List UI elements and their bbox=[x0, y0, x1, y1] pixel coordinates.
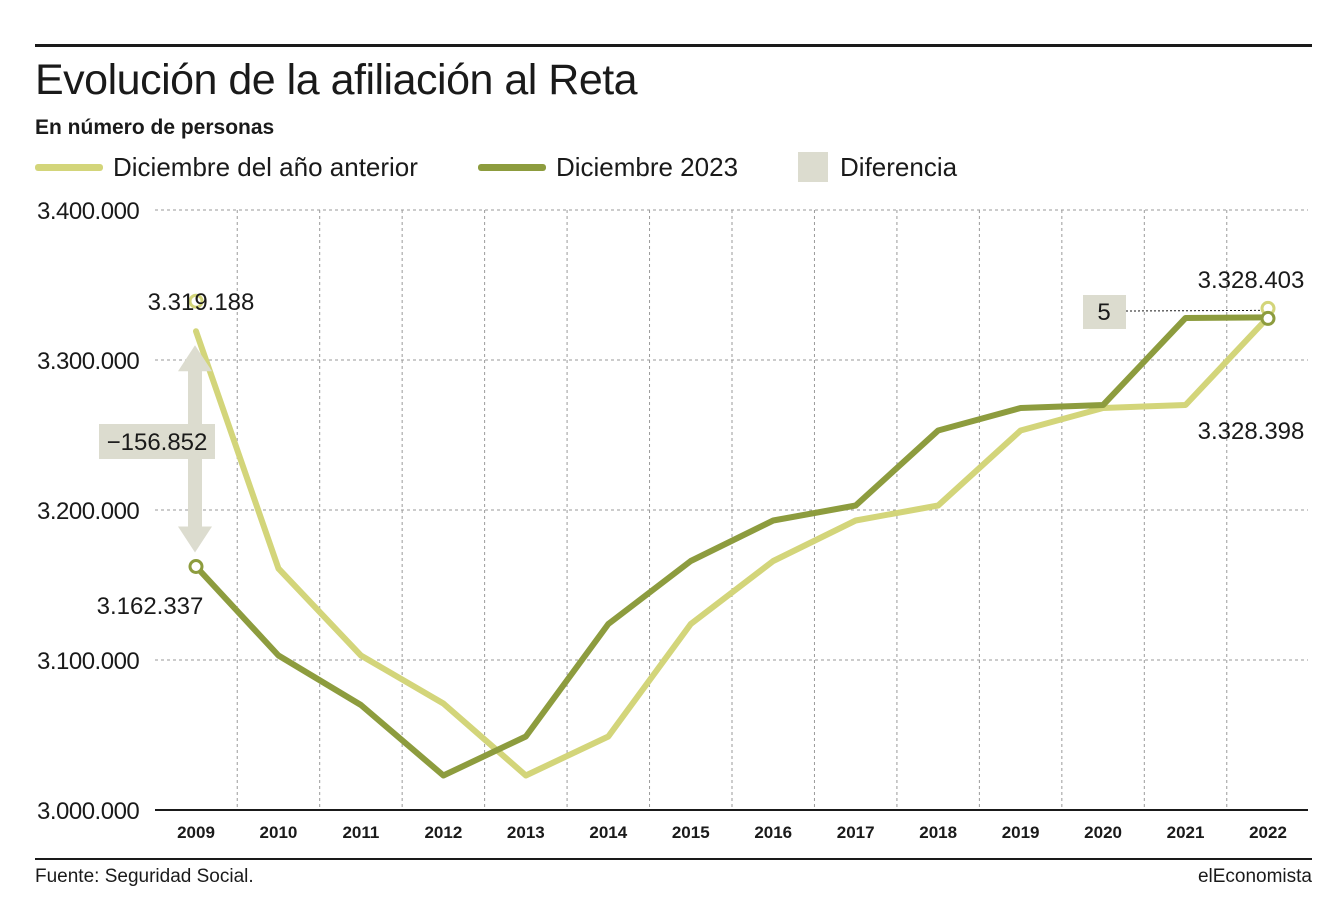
diff-label-end: 5 bbox=[1097, 299, 1110, 326]
diff-arrow-head-up bbox=[178, 345, 212, 372]
x-tick-label: 2010 bbox=[260, 823, 298, 842]
marker-start-current bbox=[188, 558, 204, 574]
x-tick-label: 2014 bbox=[589, 823, 627, 842]
chart-subtitle: En número de personas bbox=[35, 116, 275, 139]
legend-swatch-current bbox=[477, 163, 546, 171]
x-tick-label: 2020 bbox=[1084, 823, 1122, 842]
data-label-start-current: 3.162.337 bbox=[97, 593, 204, 620]
marker-start-prev bbox=[188, 293, 204, 309]
legend-swatch-diff bbox=[798, 152, 829, 182]
x-tick-label: 2018 bbox=[919, 823, 957, 842]
y-tick-label: 3.000.000 bbox=[37, 798, 139, 825]
y-tick-label: 3.300.000 bbox=[37, 348, 139, 375]
diff-leader-line bbox=[1125, 309, 1261, 312]
legend-label-diff: Diferencia bbox=[840, 151, 958, 182]
legend: Diciembre del año anterior Diciembre 202… bbox=[35, 150, 1017, 184]
series-line-current bbox=[193, 314, 1271, 779]
legend-item-prev: Diciembre del año anterior bbox=[35, 152, 418, 183]
x-tick-label: 2012 bbox=[424, 823, 462, 842]
x-tick-label: 2009 bbox=[177, 823, 215, 842]
x-tick-label: 2022 bbox=[1249, 823, 1287, 842]
bottom-rule bbox=[35, 858, 1312, 860]
x-tick-label: 2021 bbox=[1167, 823, 1205, 842]
x-tick-label: 2013 bbox=[507, 823, 545, 842]
data-label-end-prev: 3.328.403 bbox=[1198, 267, 1305, 294]
x-tick-label: 2017 bbox=[837, 823, 875, 842]
legend-label-prev: Diciembre del año anterior bbox=[113, 151, 418, 182]
x-tick-label: 2011 bbox=[342, 823, 379, 842]
legend-label-current: Diciembre 2023 bbox=[555, 151, 739, 182]
y-tick-label: 3.400.000 bbox=[37, 198, 139, 225]
legend-swatch-prev bbox=[35, 163, 103, 171]
x-tick-label: 2015 bbox=[672, 823, 710, 842]
data-label-end-current: 3.328.398 bbox=[1198, 418, 1305, 445]
y-tick-label: 3.200.000 bbox=[37, 498, 139, 525]
diff-label-box-start bbox=[99, 424, 215, 459]
diff-label-box-end bbox=[1083, 295, 1126, 329]
series-line-prev bbox=[193, 314, 1271, 779]
data-label-start-prev: 3.319.188 bbox=[148, 289, 255, 316]
legend-item-current: Diciembre 2023 bbox=[477, 151, 739, 183]
legend-item-diff: Diferencia bbox=[798, 152, 957, 183]
top-rule bbox=[35, 44, 1312, 47]
y-tick-label: 3.100.000 bbox=[37, 648, 139, 675]
brand-logo: elEconomista bbox=[1197, 866, 1312, 887]
chart-title: Evolución de la afiliación al Reta bbox=[35, 56, 638, 104]
diff-arrow-head-down bbox=[178, 526, 212, 553]
x-tick-label: 2016 bbox=[754, 823, 792, 842]
x-tick-label: 2019 bbox=[1002, 823, 1040, 842]
source-note: Fuente: Seguridad Social. bbox=[35, 866, 254, 887]
diff-label-start: −156.852 bbox=[107, 429, 208, 456]
marker-end-current bbox=[1260, 310, 1276, 326]
